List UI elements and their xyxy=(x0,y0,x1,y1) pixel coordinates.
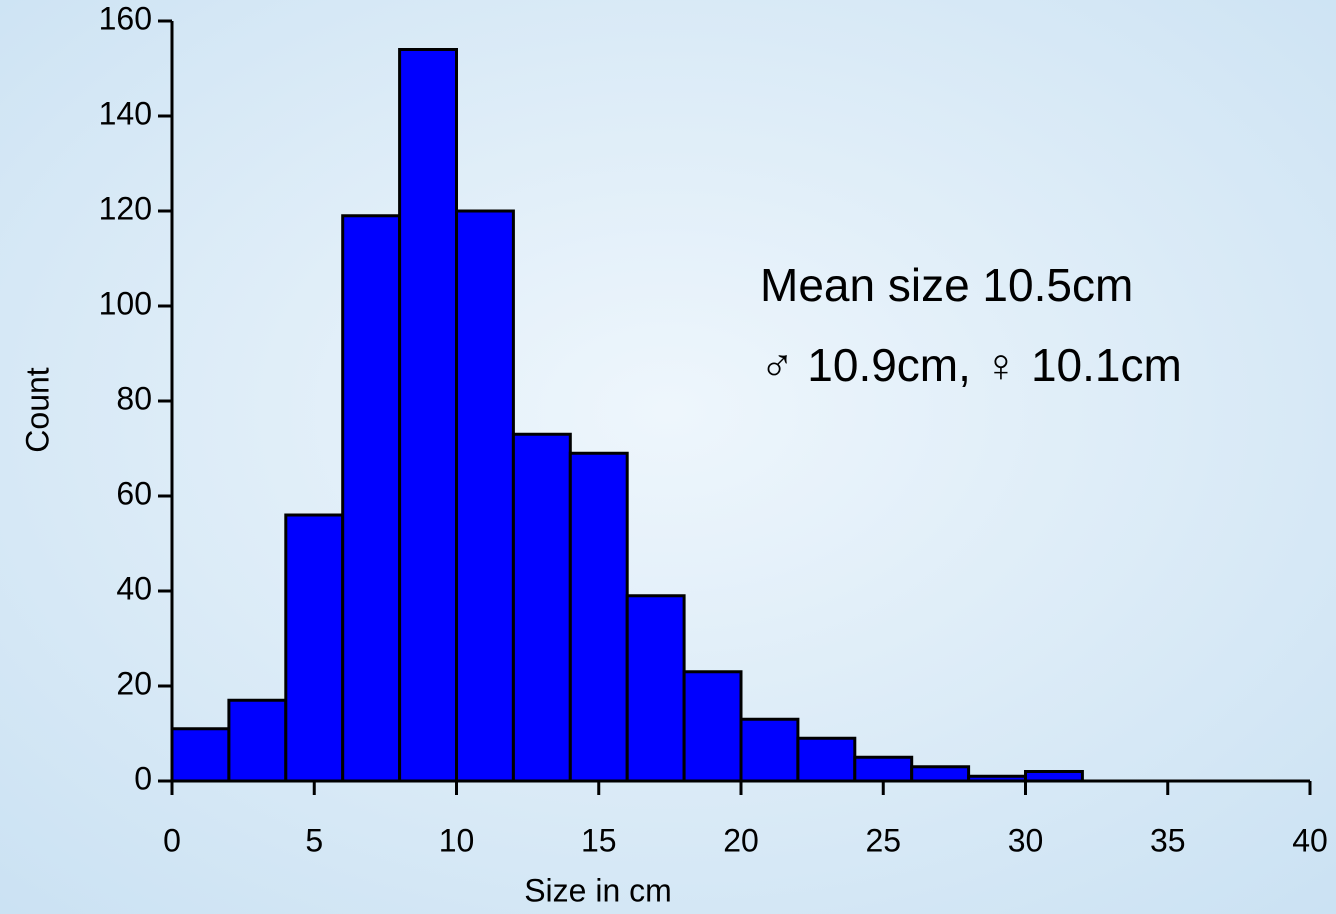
bar xyxy=(682,670,743,783)
y-tick-label: 100 xyxy=(99,285,152,321)
x-tick-label: 35 xyxy=(1150,822,1186,858)
bar xyxy=(341,214,402,783)
x-tick-label: 30 xyxy=(1008,822,1044,858)
y-tick-label: 140 xyxy=(99,95,152,131)
bar xyxy=(739,717,800,783)
bar xyxy=(568,451,629,783)
bar xyxy=(455,209,515,783)
x-tick-label: 5 xyxy=(305,822,323,858)
y-tick-label: 60 xyxy=(116,475,152,511)
bar xyxy=(910,765,971,783)
x-tick-label: 0 xyxy=(163,822,181,858)
annotation: Mean size 10.5cm xyxy=(760,259,1133,311)
y-axis-label: Count xyxy=(19,367,55,453)
y-tick-label: 80 xyxy=(116,380,152,416)
y-tick-label: 0 xyxy=(134,760,152,796)
bar xyxy=(796,736,857,783)
x-tick-label: 10 xyxy=(439,822,475,858)
bar xyxy=(398,48,459,783)
y-tick-label: 160 xyxy=(99,0,152,36)
x-tick-label: 40 xyxy=(1292,822,1328,858)
x-tick-label: 15 xyxy=(581,822,617,858)
x-tick-label: 20 xyxy=(723,822,759,858)
x-tick-label: 25 xyxy=(865,822,901,858)
bar xyxy=(284,513,345,783)
annotation: ♂ 10.9cm, ♀ 10.1cm xyxy=(760,339,1182,391)
bar xyxy=(511,432,572,783)
y-tick-label: 120 xyxy=(99,190,152,226)
bar xyxy=(625,594,686,783)
y-tick-label: 40 xyxy=(116,570,152,606)
bar xyxy=(853,755,914,783)
bar xyxy=(227,698,288,783)
y-tick-label: 20 xyxy=(116,665,152,701)
bar xyxy=(170,727,231,783)
x-axis-label: Size in cm xyxy=(524,872,672,908)
